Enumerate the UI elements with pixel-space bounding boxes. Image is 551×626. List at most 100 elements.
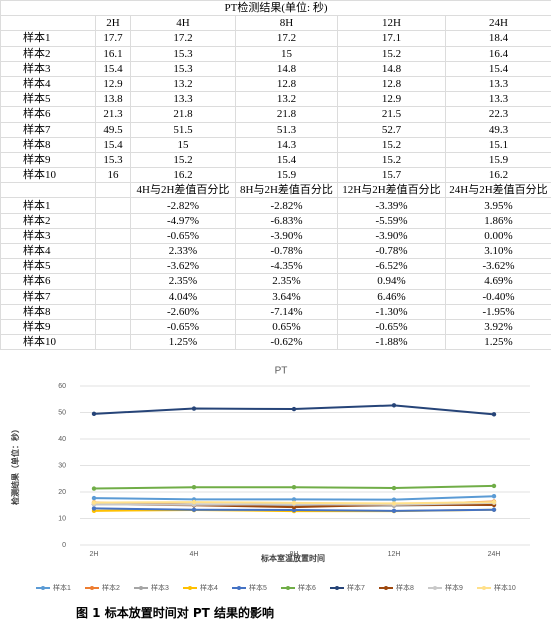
empty-cell [95, 197, 131, 214]
empty-cell [95, 288, 131, 305]
table-row: PT检测结果(单位: 秒) [0, 0, 551, 17]
cell: 3.64% [235, 288, 338, 305]
cell: 17.2 [235, 30, 338, 47]
column-header: 24H与2H差值百分比 [445, 182, 551, 199]
cell: 0.65% [235, 318, 338, 336]
cell: 13.2 [235, 91, 338, 108]
cell: 22.3 [445, 106, 551, 123]
table-row: 样本6 21.3 21.8 21.8 21.5 22.3 [0, 106, 551, 123]
cell: 14.8 [235, 60, 338, 77]
cell: 18.4 [445, 30, 551, 47]
cell: 21.3 [95, 106, 131, 123]
row-label: 样本7 [0, 121, 96, 138]
cell: 0.00% [445, 227, 551, 245]
cell: -7.14% [235, 303, 338, 320]
cell: 6.46% [337, 288, 446, 305]
cell: 3.95% [445, 197, 551, 214]
point [191, 485, 197, 490]
row-label: 样本7 [0, 288, 96, 305]
cell: 15.4 [445, 60, 551, 77]
cell: 1.25% [445, 334, 551, 351]
empty-cell [95, 227, 131, 245]
cell: 21.8 [130, 106, 236, 123]
cell: -1.95% [445, 303, 551, 320]
column-header: 12H与2H差值百分比 [337, 182, 446, 199]
cell: 16 [95, 167, 131, 184]
table-row: 4H与2H差值百分比 8H与2H差值百分比 12H与2H差值百分比 24H与2H差值百… [0, 182, 551, 199]
table-row: 样本4 2.33% -0.78% -0.78% 3.10% [0, 242, 551, 260]
cell: -0.40% [445, 288, 551, 305]
row-label: 样本10 [0, 334, 96, 351]
empty-cell [0, 182, 96, 199]
point [191, 499, 197, 505]
point [491, 412, 497, 417]
point [391, 485, 397, 491]
cell: 15.3 [130, 45, 236, 62]
cell: 13.8 [95, 91, 131, 108]
cell: 16.2 [130, 167, 236, 184]
point [491, 483, 497, 489]
empty-cell [0, 15, 96, 32]
cell: 12.9 [337, 91, 446, 108]
cell: 13.2 [130, 75, 236, 93]
cell: 12.8 [235, 75, 338, 93]
cell: 3.92% [445, 318, 551, 336]
empty-cell [95, 242, 131, 260]
table-row: 2H 4H 8H 12H 24H [0, 15, 551, 32]
column-header: 2H [95, 15, 131, 32]
cell: 15.3 [130, 60, 236, 77]
cell: -3.90% [235, 227, 338, 245]
cell: 0.94% [337, 273, 446, 290]
point [491, 507, 497, 512]
cell: 12.9 [95, 75, 131, 93]
y-tick-label: 40 [58, 436, 66, 443]
empty-cell [95, 273, 131, 290]
cell: 15 [235, 45, 338, 62]
cell: -0.65% [130, 318, 236, 336]
point [391, 497, 397, 502]
legend-label: 样本7 [347, 583, 365, 592]
legend-label: 样本10 [494, 583, 516, 592]
y-axis-label: 检测结果（单位：秒） [10, 425, 20, 505]
cell: -2.60% [130, 303, 236, 320]
cell: -0.65% [130, 227, 236, 245]
table-row: 样本4 12.9 13.2 12.8 12.8 13.3 [0, 75, 551, 93]
table-row: 样本6 2.35% 2.35% 0.94% 4.69% [0, 273, 551, 290]
cell: 14.8 [337, 60, 446, 77]
cell: 15.2 [130, 151, 236, 169]
legend-label: 样本5 [249, 583, 267, 592]
y-tick-label: 30 [58, 462, 66, 469]
y-tick-label: 60 [58, 383, 66, 390]
row-label: 样本2 [0, 212, 96, 229]
cell: -3.90% [337, 227, 446, 245]
row-label: 样本1 [0, 30, 96, 47]
cell: 13.3 [445, 91, 551, 108]
cell: 49.3 [445, 121, 551, 138]
column-header: 4H [130, 15, 236, 32]
x-axis-label: 标本室温放置时间 [260, 553, 325, 563]
point [191, 507, 197, 512]
x-tick-label: 24H [488, 551, 501, 558]
cell: -1.88% [337, 334, 446, 351]
cell: 15.9 [235, 167, 338, 184]
cell: 4.69% [445, 273, 551, 290]
legend-marker [286, 586, 290, 590]
point [291, 485, 297, 490]
point [91, 506, 97, 511]
point [91, 486, 97, 491]
cell: 16.1 [95, 45, 131, 62]
legend-marker [188, 586, 192, 590]
column-header: 8H [235, 15, 338, 32]
cell: 15.4 [95, 136, 131, 153]
row-label: 样本5 [0, 91, 96, 108]
cell: -3.62% [130, 258, 236, 275]
cell: 1.25% [130, 334, 236, 351]
chart: PT 0 10 20 30 40 50 60 2H 4H 8H 12H 24H 标本室温放置时间 检测结果（… [10, 366, 530, 592]
point [291, 406, 297, 412]
table-row: 样本1 -2.82% -2.82% -3.39% 3.95% [0, 197, 551, 214]
table-row: 样本5 13.8 13.3 13.2 12.9 13.3 [0, 91, 551, 108]
cell: 13.3 [445, 75, 551, 93]
point [491, 499, 497, 505]
cell: -0.78% [235, 242, 338, 260]
